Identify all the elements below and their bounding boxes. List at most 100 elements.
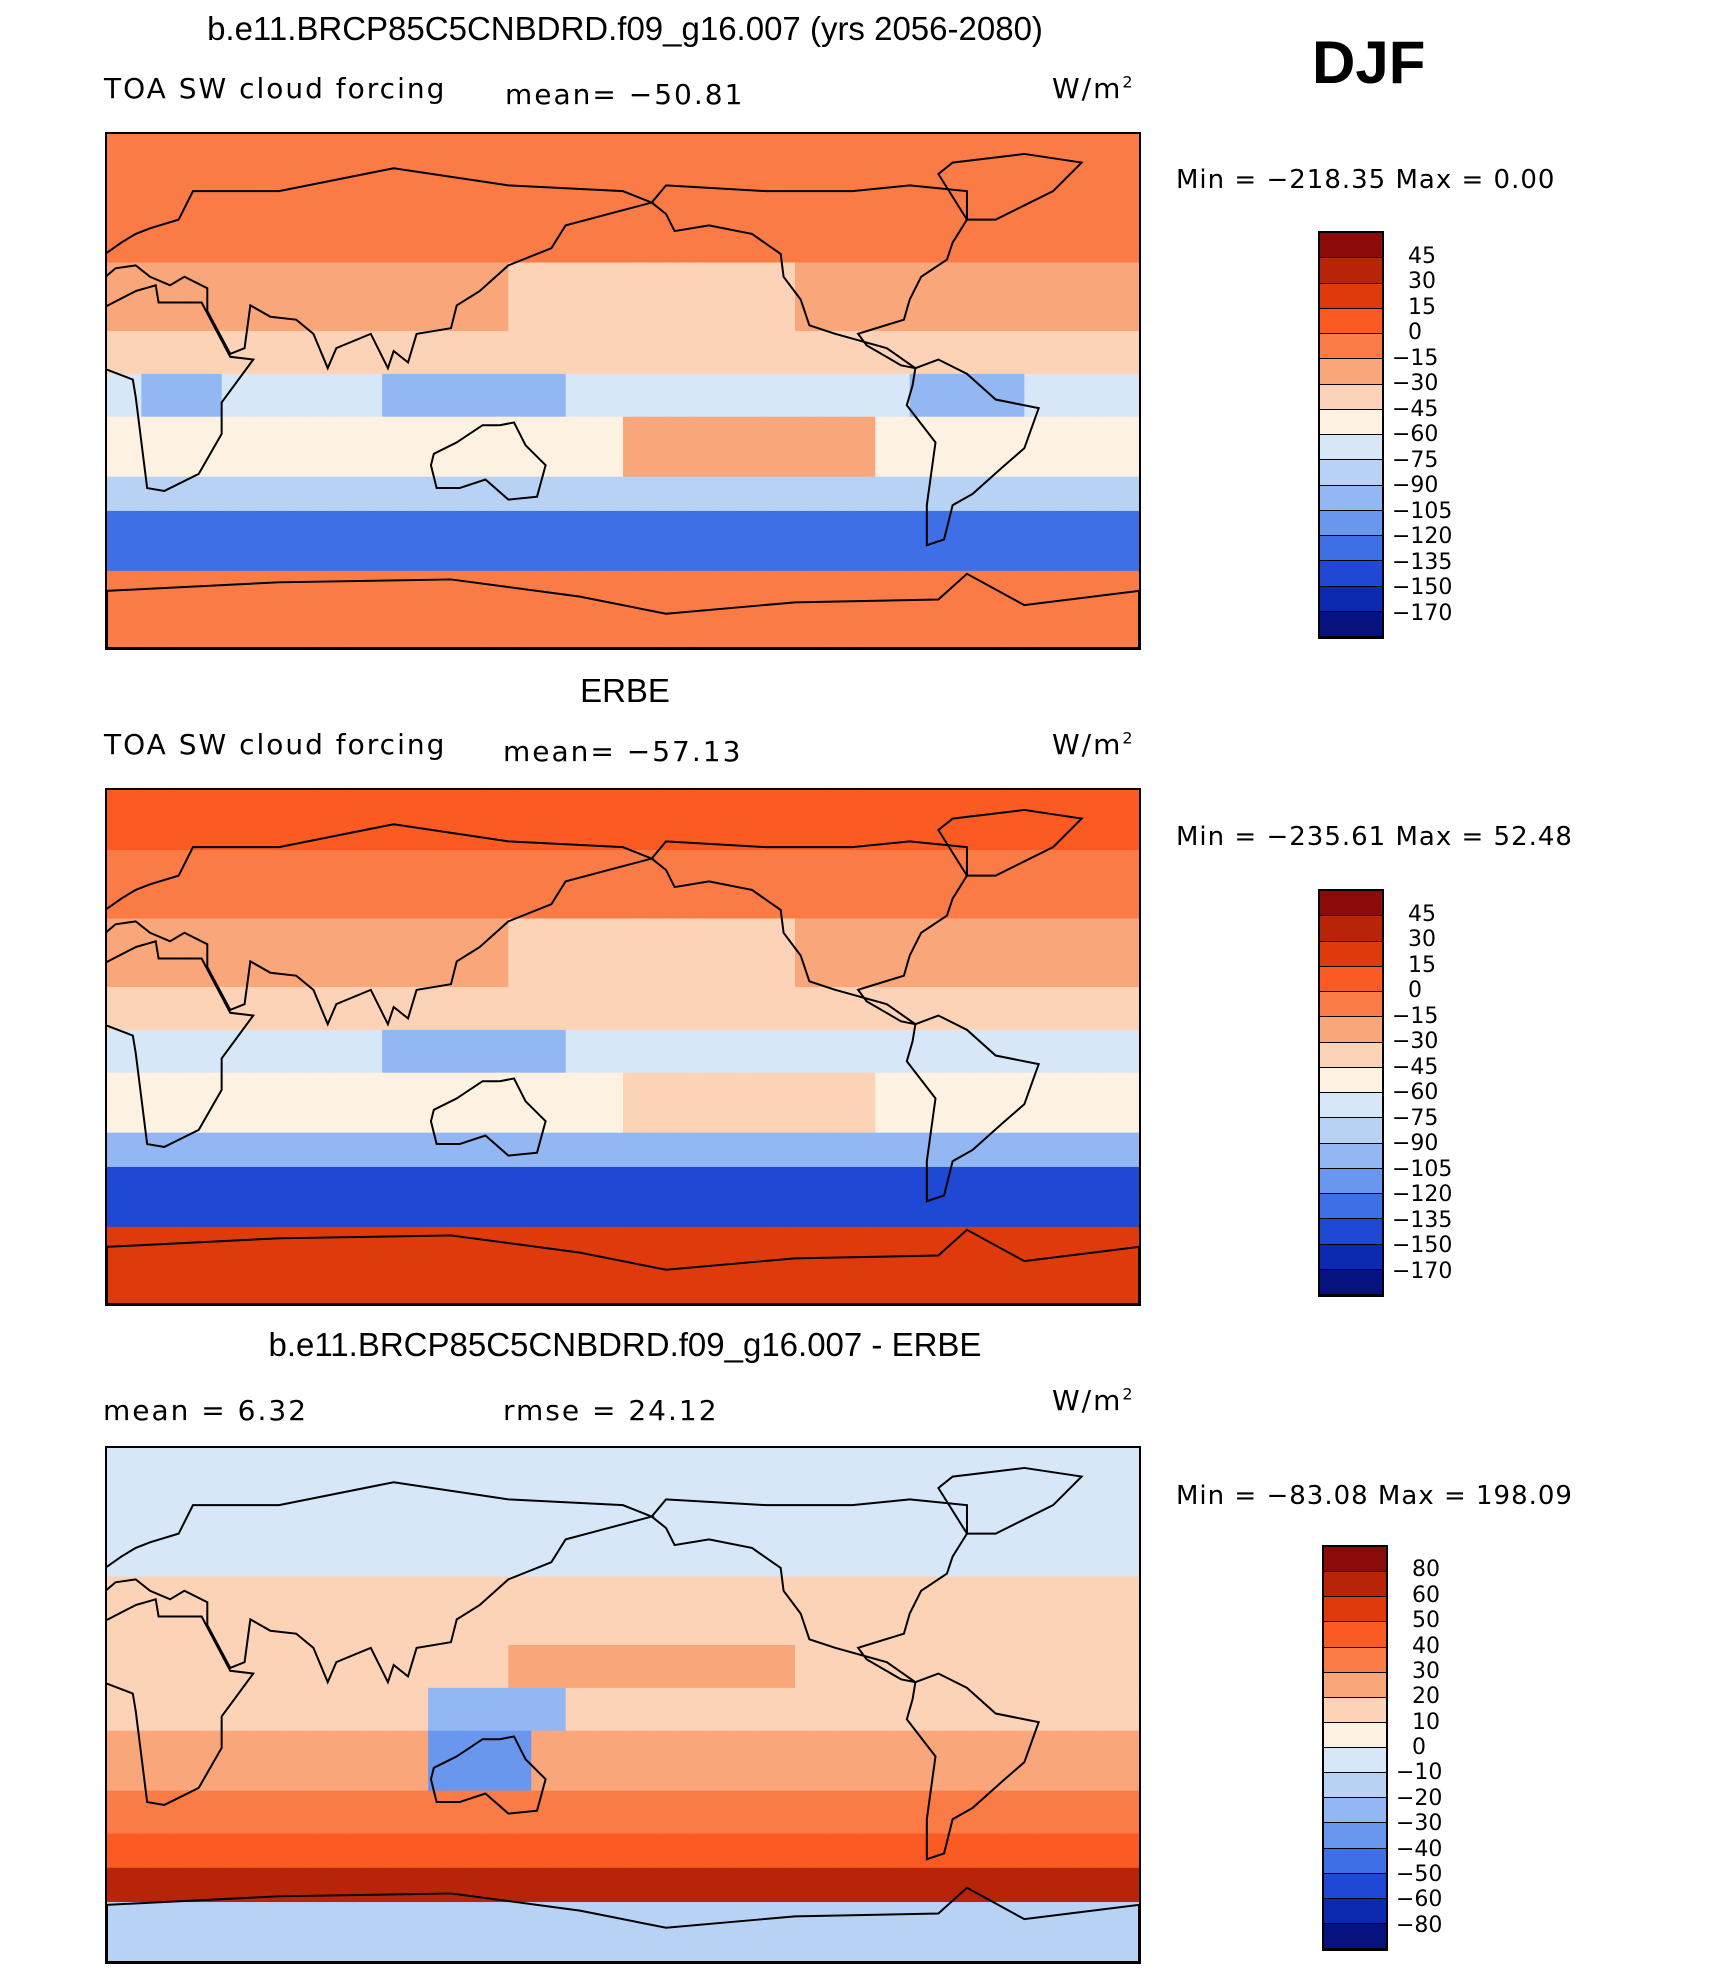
colorbar-tick-label: −45 — [1392, 396, 1439, 422]
colorbar-tick-label: 80 — [1412, 1557, 1440, 1583]
mean-label: mean= −50.81 — [505, 78, 745, 111]
colorbar-tick-label: 10 — [1412, 1709, 1440, 1735]
colorbar-swatch — [1320, 1168, 1382, 1194]
colorbar-swatch — [1320, 1017, 1382, 1043]
colorbar-swatch — [1320, 1143, 1382, 1169]
coastline — [107, 284, 256, 492]
colorbar-tick-label: −15 — [1392, 1003, 1439, 1029]
colorbar-swatch — [1324, 1748, 1386, 1774]
colorbar-tick-label: 0 — [1412, 1735, 1426, 1760]
colorbar-tick-label: 50 — [1412, 1608, 1440, 1634]
colorbar-tick-label: −20 — [1396, 1785, 1443, 1811]
colorbar-swatch — [1324, 1773, 1386, 1799]
colorbar-swatch — [1320, 1042, 1382, 1068]
colorbar-tick-label: 60 — [1412, 1582, 1440, 1608]
min-max-label: Min = −235.61 Max = 52.48 — [1176, 822, 1573, 852]
map-model — [105, 132, 1141, 650]
colorbar-swatch — [1320, 891, 1382, 917]
colorbar-tick-label: 30 — [1412, 1658, 1440, 1684]
colorbar-swatch — [1320, 1244, 1382, 1270]
season-label: DJF — [1312, 29, 1426, 96]
field-label: TOA SW cloud forcing — [104, 72, 447, 105]
colorbar-swatch — [1320, 966, 1382, 992]
coastline — [937, 1466, 1084, 1535]
colorbar-swatch — [1324, 1597, 1386, 1623]
colorbar-swatch — [1320, 1219, 1382, 1245]
colorbar-swatch — [1324, 1722, 1386, 1748]
map-field — [107, 1448, 1139, 1962]
coastline — [905, 1014, 1041, 1203]
colorbar-swatch — [1320, 536, 1382, 562]
colorbar-swatch — [1320, 586, 1382, 612]
map-diff — [105, 1446, 1141, 1964]
colorbar-tick-label: −105 — [1392, 1156, 1453, 1182]
colorbar-swatch — [1320, 485, 1382, 511]
coastline — [107, 940, 256, 1148]
colorbar-swatch — [1320, 992, 1382, 1018]
colorbar-tick-label: 40 — [1412, 1633, 1440, 1659]
units-label: W/m2 — [1052, 1384, 1135, 1417]
panel-title: b.e11.BRCP85C5CNBDRD.f09_g16.007 - ERBE — [268, 1326, 982, 1363]
colorbar-tick-label: 45 — [1408, 901, 1436, 927]
rmse-label: rmse = 24.12 — [503, 1394, 719, 1427]
coastline — [107, 572, 1139, 648]
colorbar-tick-label: 30 — [1408, 927, 1436, 952]
colorbar-swatch — [1320, 258, 1382, 284]
colorbar-tick-label: 30 — [1408, 269, 1436, 294]
colorbar-swatch — [1320, 1269, 1382, 1295]
colorbar-tick-label: −80 — [1396, 1912, 1443, 1938]
colorbar-tick-label: −75 — [1392, 1105, 1439, 1131]
coastline — [107, 1598, 256, 1806]
colorbar-tick-label: −50 — [1396, 1861, 1443, 1887]
colorbar-tick-label: −75 — [1392, 447, 1439, 473]
colorbar-swatch — [1320, 460, 1382, 486]
colorbar-tick-label: −150 — [1392, 1233, 1453, 1258]
colorbar-swatch — [1324, 1647, 1386, 1673]
colorbar-swatch — [1320, 359, 1382, 385]
colorbar-swatch — [1320, 283, 1382, 309]
colorbar-tick-label: 0 — [1408, 320, 1422, 345]
units-label: W/m2 — [1052, 728, 1135, 761]
colorbar-swatch — [1320, 1067, 1382, 1093]
colorbar-tick-label: −45 — [1392, 1054, 1439, 1080]
map-obs — [105, 788, 1141, 1306]
colorbar-swatch — [1324, 1898, 1386, 1924]
colorbar-tick-label: −120 — [1392, 524, 1453, 549]
colorbar-swatch — [1320, 561, 1382, 587]
colorbar-swatch — [1320, 611, 1382, 637]
coastline — [905, 358, 1041, 547]
units-label: W/m2 — [1052, 72, 1135, 105]
colorbar-tick-label: 15 — [1408, 952, 1436, 978]
coastline — [937, 808, 1084, 877]
colorbar-tick-label: 20 — [1412, 1684, 1440, 1710]
colorbar-swatch — [1324, 1798, 1386, 1824]
coastline — [107, 1481, 655, 1685]
colorbar-swatch — [1320, 1194, 1382, 1220]
coastline — [429, 1735, 547, 1815]
colorbar-swatch — [1324, 1848, 1386, 1874]
colorbar-swatch — [1320, 233, 1382, 259]
colorbar-tick-label: −60 — [1392, 422, 1439, 447]
colorbar-tick-label: −90 — [1392, 1131, 1439, 1156]
colorbar-swatch — [1324, 1572, 1386, 1598]
colorbar-swatch — [1324, 1672, 1386, 1698]
coastline — [905, 1672, 1041, 1861]
colorbar-tick-label: −105 — [1392, 498, 1453, 524]
colorbar-tick-label: 45 — [1408, 243, 1436, 269]
mean-label: mean= −57.13 — [503, 735, 743, 768]
colorbar-swatch — [1320, 334, 1382, 360]
min-max-label: Min = −83.08 Max = 198.09 — [1176, 1481, 1573, 1511]
colorbar — [1318, 231, 1384, 639]
coastline — [429, 1077, 547, 1157]
coastline — [650, 1498, 968, 1684]
colorbar-tick-label: −170 — [1392, 600, 1453, 626]
colorbar-tick-label: −120 — [1392, 1182, 1453, 1207]
coastline — [107, 823, 655, 1027]
colorbar-tick-label: −30 — [1392, 371, 1439, 396]
map-field — [107, 134, 1139, 648]
colorbar-swatch — [1324, 1873, 1386, 1899]
min-max-label: Min = −218.35 Max = 0.00 — [1176, 165, 1556, 195]
colorbar-tick-label: −30 — [1392, 1029, 1439, 1054]
colorbar-tick-label: −30 — [1396, 1811, 1443, 1837]
field-label: TOA SW cloud forcing — [104, 728, 447, 761]
